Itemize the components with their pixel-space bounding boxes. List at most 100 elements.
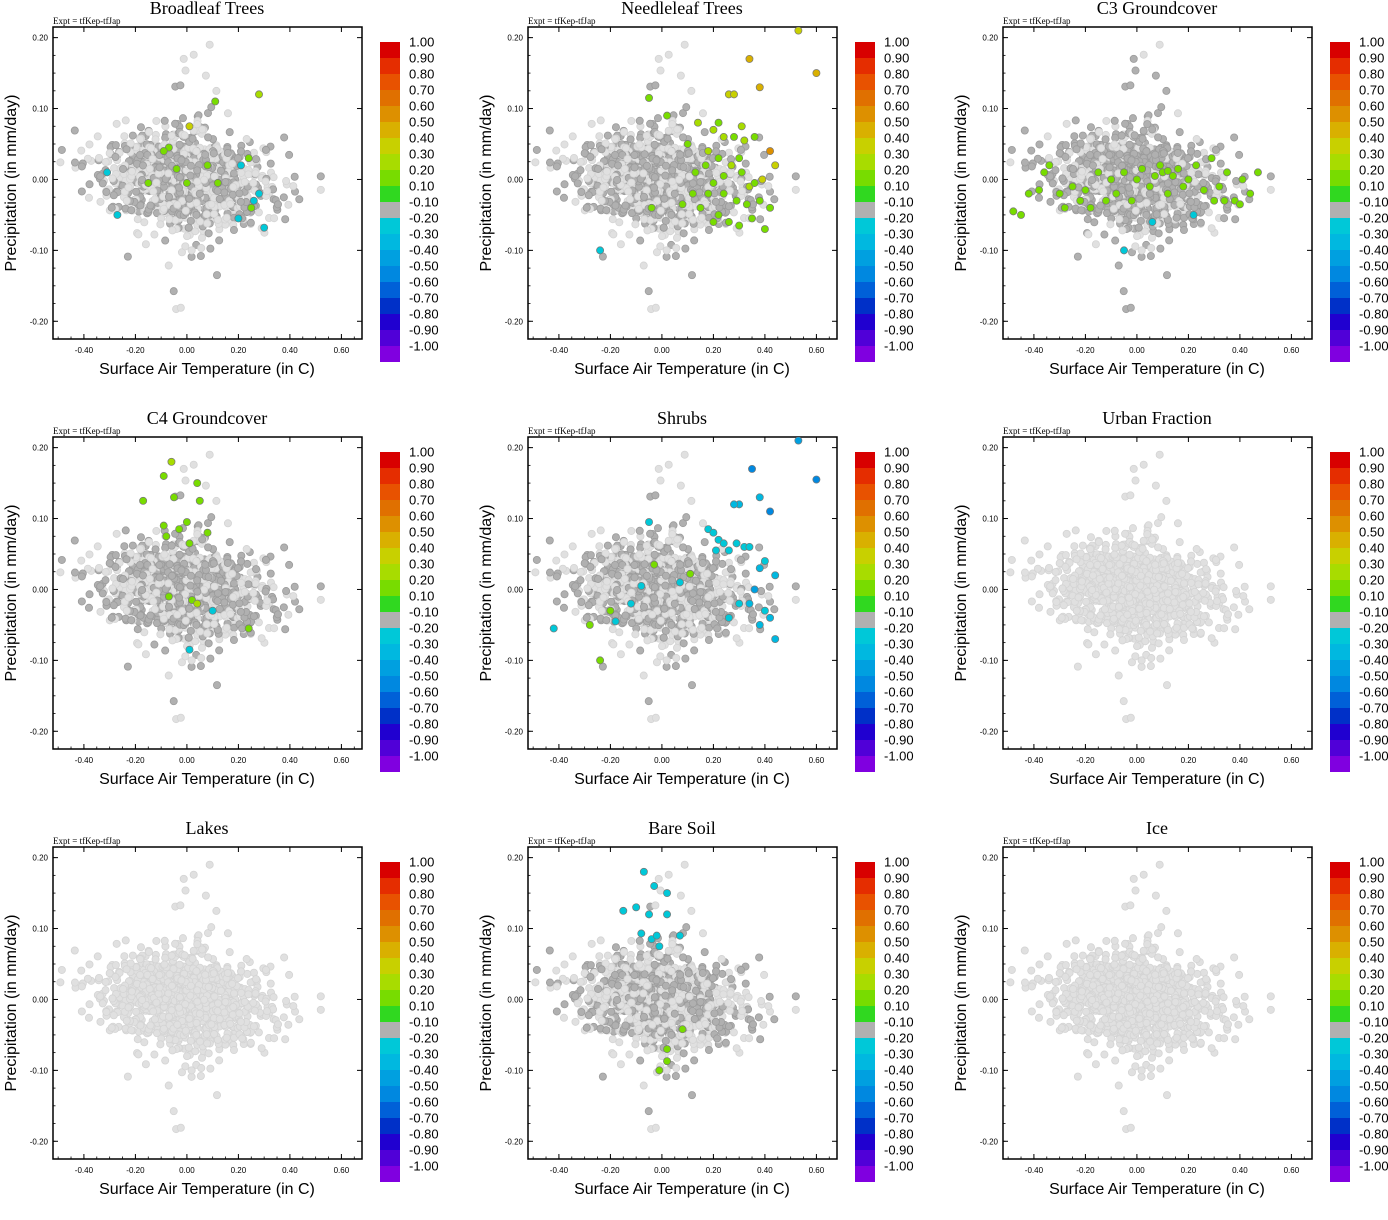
background-point: [596, 133, 603, 140]
colorbar-label: -0.90: [884, 323, 914, 338]
background-point: [1200, 179, 1207, 186]
background-point: [681, 41, 688, 48]
background-point: [1133, 233, 1140, 240]
background-point: [610, 231, 617, 238]
x-tick-label: -0.20: [126, 346, 145, 355]
background-point: [1164, 180, 1171, 187]
data-point: [759, 176, 766, 183]
background-point: [663, 247, 670, 254]
background-point: [1152, 72, 1159, 79]
background-point: [281, 134, 288, 141]
background-point: [122, 117, 129, 124]
background-point: [223, 214, 230, 221]
background-point: [317, 186, 324, 193]
background-point: [187, 217, 194, 224]
y-tick-label: -0.10: [980, 246, 999, 255]
background-point: [1044, 133, 1051, 140]
data-point: [245, 155, 252, 162]
background-point: [57, 159, 64, 166]
colorbar-label: 0.10: [1359, 179, 1384, 194]
background-point: [224, 520, 231, 527]
background-point: [656, 132, 663, 139]
background-point: [668, 211, 675, 218]
background-point: [665, 127, 672, 134]
y-tick-label: 0.00: [32, 175, 48, 184]
colorbar-swatch: [855, 90, 875, 106]
x-axis-label: Surface Air Temperature (in C): [574, 361, 790, 378]
background-point: [224, 110, 231, 117]
background-point: [792, 173, 799, 180]
colorbar-swatch: [1330, 74, 1350, 90]
background-point: [179, 115, 186, 122]
background-point: [574, 180, 581, 187]
data-point: [250, 197, 257, 204]
colorbar-swatch: [855, 234, 875, 250]
background-point: [222, 178, 229, 185]
background-point: [252, 170, 259, 177]
background-point: [584, 175, 591, 182]
background-point: [183, 233, 190, 240]
colorbar-swatch: [855, 202, 875, 218]
background-point: [123, 197, 130, 204]
background-point: [78, 573, 85, 580]
colorbar-label: -0.40: [884, 243, 914, 258]
background-point: [1267, 186, 1274, 193]
colorbar-swatch: [1330, 186, 1350, 202]
data-point: [748, 215, 755, 222]
data-point: [715, 119, 722, 126]
background-point: [698, 214, 705, 221]
background-point: [570, 154, 577, 161]
y-axis-label: Precipitation (in mm/day): [478, 95, 495, 272]
background-point: [625, 188, 632, 195]
colorbar-label: 0.30: [409, 147, 434, 162]
background-point: [317, 173, 324, 180]
background-point: [742, 160, 749, 167]
background-point: [150, 188, 157, 195]
background-point: [1097, 145, 1104, 152]
background-point: [1193, 135, 1200, 142]
colorbar-label: 0.90: [884, 51, 909, 66]
background-point: [1232, 177, 1239, 184]
y-tick-label: 0.20: [32, 34, 48, 43]
background-point: [632, 221, 639, 228]
background-point: [607, 188, 614, 195]
background-point: [1187, 148, 1194, 155]
colorbar-label: -0.30: [409, 227, 439, 242]
background-point: [282, 216, 289, 223]
background-point: [198, 644, 205, 651]
background-point: [1158, 104, 1165, 111]
background-point: [1125, 184, 1132, 191]
colorbar-swatch: [1330, 106, 1350, 122]
background-point: [680, 134, 687, 141]
data-point: [173, 165, 180, 172]
colorbar-swatch: [380, 170, 400, 186]
background-point: [1092, 241, 1099, 248]
background-point: [188, 247, 195, 254]
background-point: [1130, 55, 1137, 62]
background-point: [1122, 120, 1129, 127]
background-point: [1132, 207, 1139, 214]
background-point: [177, 304, 184, 311]
background-point: [230, 170, 237, 177]
background-point: [1119, 227, 1126, 234]
background-point: [587, 142, 594, 149]
background-point: [712, 148, 719, 155]
data-point: [1200, 186, 1207, 193]
background-point: [146, 165, 153, 172]
background-point: [230, 226, 237, 233]
background-point: [214, 187, 221, 194]
background-point: [200, 176, 207, 183]
x-tick-label: 0.20: [231, 346, 247, 355]
x-tick-label: 0.60: [809, 346, 825, 355]
points-layer: [532, 27, 820, 313]
background-point: [647, 120, 654, 127]
background-point: [189, 135, 196, 142]
colorbar-label: 0.20: [409, 163, 434, 178]
background-point: [229, 191, 236, 198]
background-point: [616, 219, 623, 226]
background-point: [95, 154, 102, 161]
colorbar-swatch: [855, 314, 875, 330]
background-point: [697, 178, 704, 185]
data-point: [720, 133, 727, 140]
